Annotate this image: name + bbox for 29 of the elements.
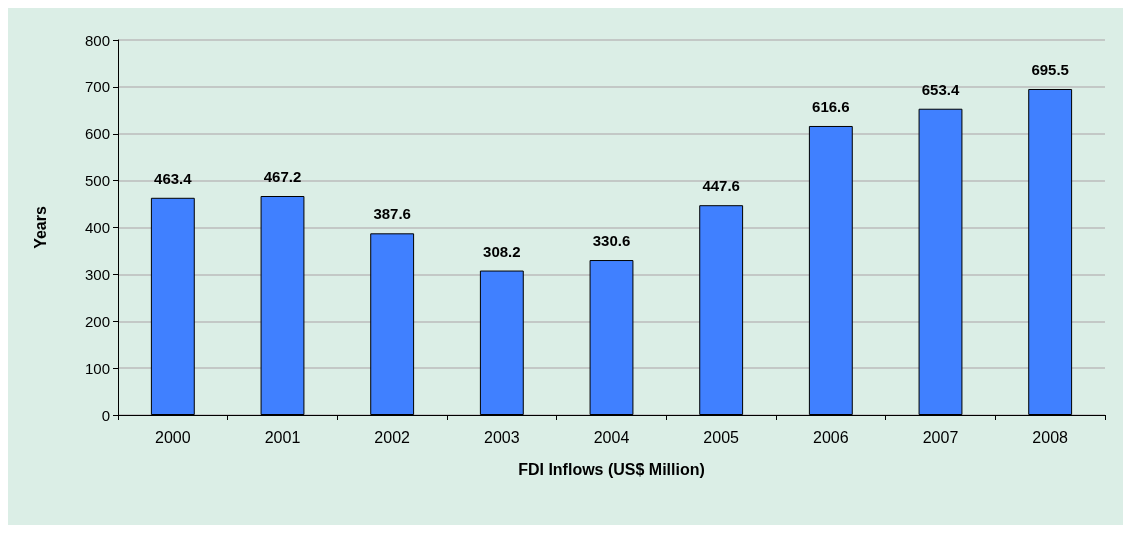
- y-tick-label: 700: [84, 78, 110, 96]
- x-tick-label: 2008: [1032, 428, 1069, 446]
- x-tick-label: 2005: [703, 428, 740, 446]
- data-label: 653.4: [921, 80, 960, 98]
- data-label: 447.6: [702, 177, 740, 195]
- data-label: 330.6: [592, 232, 631, 250]
- y-tick-label: 100: [84, 359, 110, 377]
- data-label: 463.4: [154, 169, 193, 187]
- y-tick-label: 200: [84, 312, 110, 330]
- data-label: 467.2: [263, 168, 302, 185]
- y-tick-label: 600: [84, 125, 110, 143]
- data-label: 616.6: [812, 97, 850, 115]
- data-label: 695.5: [1031, 60, 1069, 78]
- x-tick-label: 2007: [922, 428, 959, 446]
- data-label: 308.2: [483, 242, 521, 260]
- x-tick-label: 2002: [374, 428, 411, 446]
- x-tick-label: 2006: [813, 428, 849, 446]
- x-tick-label: 2004: [593, 428, 630, 446]
- x-tick-label: 2003: [484, 428, 520, 446]
- y-tick-label: 400: [84, 219, 110, 236]
- y-axis-title: Years: [31, 206, 49, 249]
- y-tick-label: 500: [84, 172, 110, 190]
- y-tick-label: 300: [84, 265, 110, 283]
- x-tick-label: 2000: [155, 428, 191, 446]
- x-axis-title: FDI Inflows (US$ Million): [518, 460, 705, 478]
- x-tick-label: 2001: [264, 428, 301, 446]
- y-tick-label: 0: [101, 406, 110, 424]
- data-label: 387.6: [373, 205, 411, 223]
- y-tick-label: 800: [84, 31, 110, 49]
